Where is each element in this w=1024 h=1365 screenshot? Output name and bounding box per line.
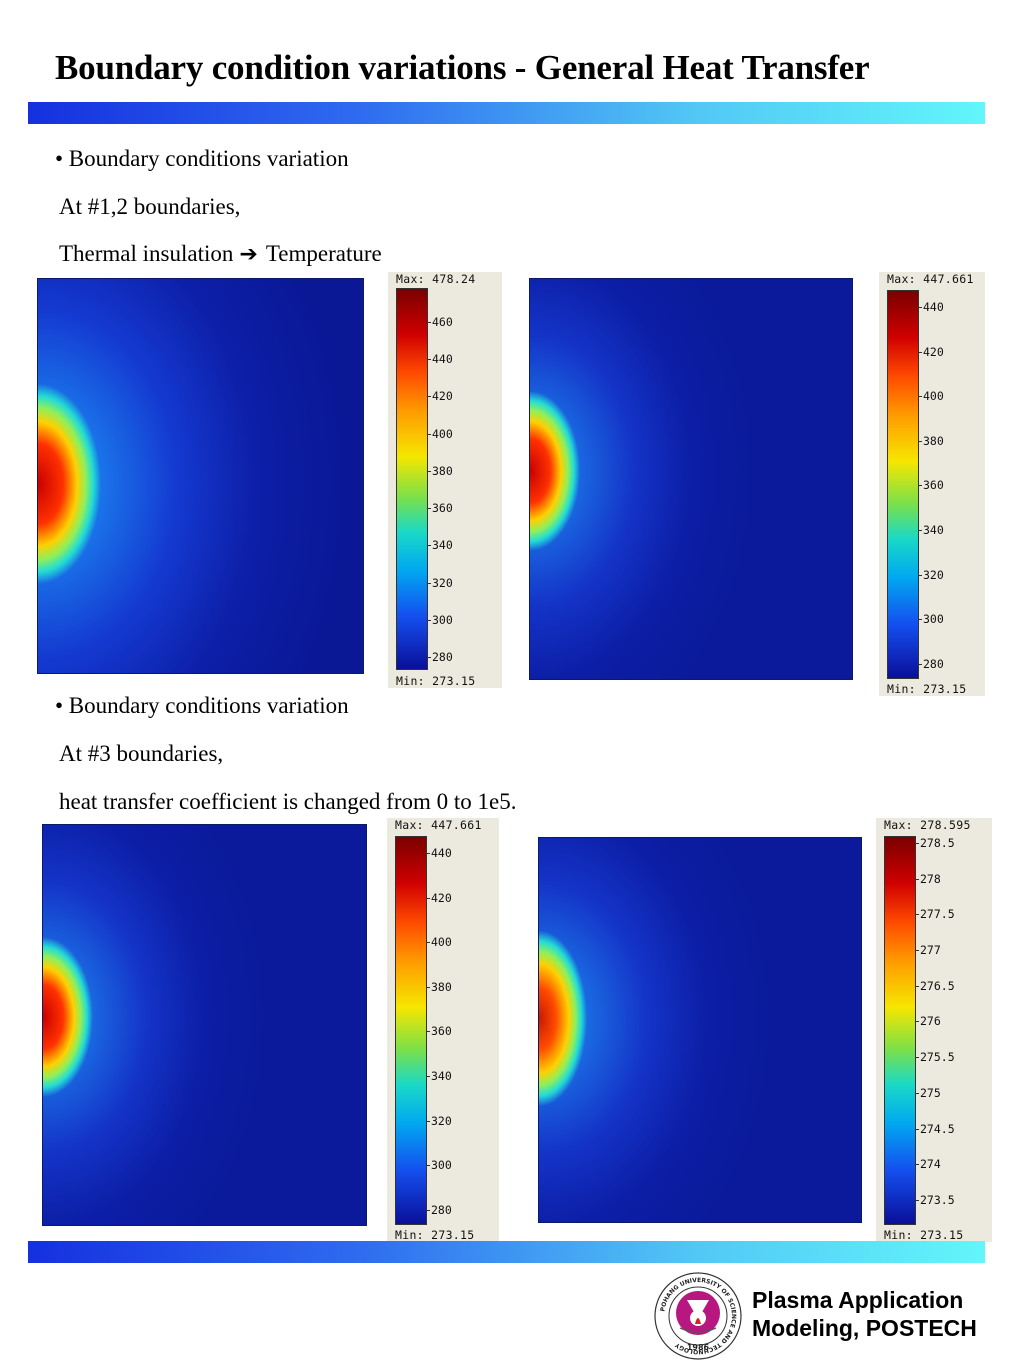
colorbar-tick-label: 274 — [916, 1157, 941, 1172]
colorbar-gradient — [884, 836, 916, 1225]
colorbar-tick-label: 460 — [428, 314, 453, 329]
thermal-insulation-text: Thermal insulation — [59, 241, 234, 266]
postech-logo-icon: POHANG UNIVERSITY OF SCIENCE AND TECHNOL… — [654, 1272, 742, 1360]
colorbar-tick-label: 277.5 — [916, 907, 955, 922]
colorbar-tick-label: 276 — [916, 1014, 941, 1029]
colorbar-3: Max: 447.661 Min: 273.15 440 420 400 380 360… — [387, 818, 499, 1242]
colorbar-max: Max: 447.661 — [887, 272, 974, 286]
colorbar-min: Min: 273.15 — [395, 1228, 475, 1242]
slide-title: Boundary condition variations - General … — [55, 48, 870, 87]
colorbar-tick-label: 274.5 — [916, 1121, 955, 1136]
colorbar-gradient — [395, 836, 427, 1225]
bottom-accent-bar — [28, 1241, 985, 1263]
temperature-plot-3 — [42, 824, 367, 1226]
colorbar-tick-label: 400 — [428, 426, 453, 441]
colorbar-tick-label: 380 — [427, 979, 452, 994]
logo-year: 1986 — [687, 1343, 710, 1352]
right-arrow-icon: ➔ — [239, 242, 258, 267]
colorbar-tick-label: 320 — [919, 567, 944, 582]
colorbar-tick-label: 300 — [428, 612, 453, 627]
colorbar-tick-label: 273.5 — [916, 1192, 955, 1207]
colorbar-tick-label: 440 — [919, 300, 944, 315]
colorbar-max: Max: 447.661 — [395, 818, 482, 832]
colorbar-tick-label: 380 — [919, 433, 944, 448]
colorbar-tick-label: 278 — [916, 871, 941, 886]
colorbar-tick-label: 400 — [919, 389, 944, 404]
temperature-plot-2 — [529, 278, 853, 680]
temperature-plot-4 — [538, 837, 862, 1223]
colorbar-gradient — [396, 288, 428, 670]
colorbar-tick-label: 300 — [919, 612, 944, 627]
colorbar-tick-label: 440 — [428, 352, 453, 367]
colorbar-tick-label: 340 — [428, 538, 453, 553]
colorbar-tick-label: 276.5 — [916, 978, 955, 993]
colorbar-tick-label: 275 — [916, 1085, 941, 1100]
colorbar-tick-label: 280 — [428, 650, 453, 665]
temperature-text: Temperature — [265, 241, 382, 266]
colorbar-tick-label: 280 — [919, 656, 944, 671]
colorbar-tick-label: 440 — [427, 846, 452, 861]
section1-bullet: • Boundary conditions variation — [55, 146, 349, 171]
colorbar-tick-label: 380 — [428, 463, 453, 478]
colorbar-gradient — [887, 290, 919, 679]
section1-boundaries: At #1,2 boundaries, — [59, 194, 241, 219]
colorbar-tick-label: 400 — [427, 935, 452, 950]
colorbar-tick-label: 300 — [427, 1158, 452, 1173]
colorbar-tick-label: 320 — [428, 575, 453, 590]
colorbar-tick-label: 360 — [428, 501, 453, 516]
colorbar-tick-label: 340 — [919, 522, 944, 537]
colorbar-2: Max: 447.661 Min: 273.15 440 420 400 380 360… — [879, 272, 985, 696]
top-accent-bar — [28, 102, 985, 124]
section2-bullet: • Boundary conditions variation — [55, 693, 349, 718]
colorbar-tick-label: 360 — [919, 478, 944, 493]
footer-label: Plasma Application Modeling, POSTECH — [752, 1286, 977, 1342]
colorbar-min: Min: 273.15 — [887, 682, 967, 696]
footer-line-2: Modeling, POSTECH — [752, 1315, 977, 1341]
colorbar-min: Min: 273.15 — [396, 674, 476, 688]
colorbar-tick-label: 340 — [427, 1068, 452, 1083]
colorbar-tick-label: 420 — [428, 389, 453, 404]
colorbar-max: Max: 278.595 — [884, 818, 971, 832]
colorbar-tick-label: 360 — [427, 1024, 452, 1039]
colorbar-tick-label: 278.5 — [916, 835, 955, 850]
colorbar-min: Min: 273.15 — [884, 1228, 964, 1242]
section2-coefficient-line: heat transfer coefficient is changed fro… — [59, 789, 517, 814]
colorbar-4: Max: 278.595 Min: 273.15 278.5 278 277.5 27… — [876, 818, 992, 1242]
colorbar-1: Max: 478.24 Min: 273.15 460 440 420 400 380 3… — [388, 272, 502, 688]
colorbar-tick-label: 275.5 — [916, 1050, 955, 1065]
colorbar-tick-label: 280 — [427, 1202, 452, 1217]
colorbar-tick-label: 420 — [427, 890, 452, 905]
colorbar-tick-label: 420 — [919, 344, 944, 359]
colorbar-tick-label: 277 — [916, 942, 941, 957]
section1-change-line: Thermal insulation ➔ Temperature — [59, 241, 382, 267]
colorbar-max: Max: 478.24 — [396, 272, 476, 286]
temperature-plot-1 — [37, 278, 364, 674]
section2-boundaries: At #3 boundaries, — [59, 741, 224, 766]
footer-line-1: Plasma Application — [752, 1287, 964, 1313]
colorbar-tick-label: 320 — [427, 1113, 452, 1128]
